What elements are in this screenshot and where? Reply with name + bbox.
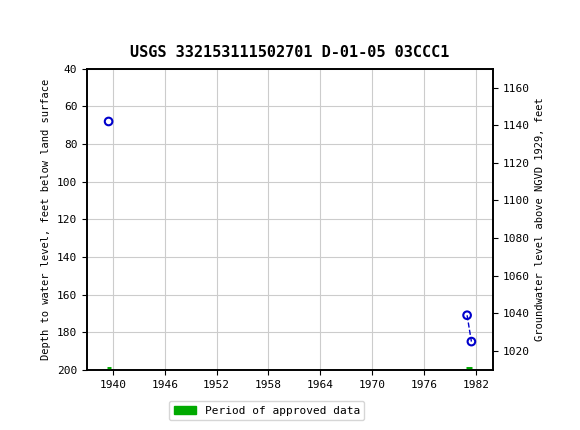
Text: USGS 332153111502701 D-01-05 03CCC1: USGS 332153111502701 D-01-05 03CCC1 xyxy=(130,45,450,60)
Point xyxy=(467,338,476,345)
Y-axis label: Depth to water level, feet below land surface: Depth to water level, feet below land su… xyxy=(42,79,52,360)
Legend: Period of approved data: Period of approved data xyxy=(169,401,364,420)
Point xyxy=(104,118,113,125)
Point xyxy=(462,312,472,319)
Y-axis label: Groundwater level above NGVD 1929, feet: Groundwater level above NGVD 1929, feet xyxy=(535,98,545,341)
Text: ≡USGS: ≡USGS xyxy=(12,16,70,35)
